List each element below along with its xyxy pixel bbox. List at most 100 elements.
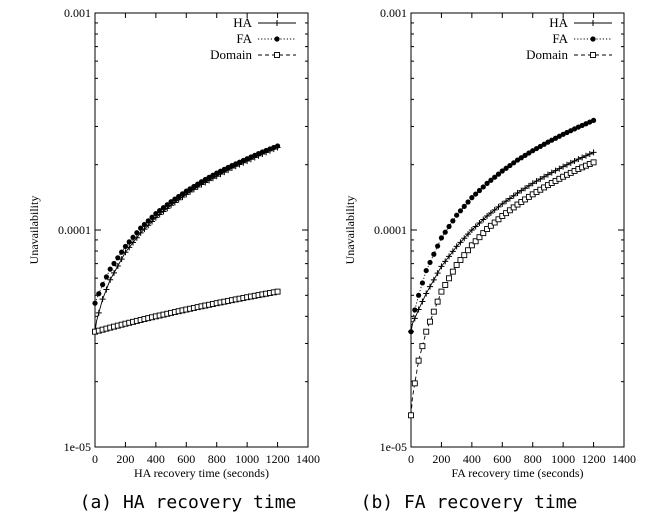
data-point (465, 199, 471, 205)
data-point (96, 291, 102, 297)
data-point (442, 282, 449, 288)
data-point (518, 187, 525, 194)
data-point (499, 200, 506, 207)
y-axis-label: Unavailability (343, 196, 357, 265)
data-point (491, 219, 498, 226)
y-tick-label: 0.001 (64, 6, 91, 20)
data-point (423, 290, 430, 297)
data-point (157, 208, 163, 214)
data-point (438, 235, 445, 241)
data-point (427, 318, 433, 325)
data-point (179, 191, 186, 197)
data-point (195, 181, 201, 187)
data-point (430, 276, 437, 283)
data-point (126, 239, 132, 245)
data-point (435, 243, 441, 249)
data-point (453, 262, 460, 268)
series-ha (92, 144, 281, 335)
data-point (431, 251, 437, 257)
data-point (590, 36, 596, 42)
data-point (408, 412, 414, 419)
legend-label: FA (236, 31, 252, 46)
data-point (499, 168, 505, 174)
data-point (206, 174, 212, 180)
x-tick-label: 600 (177, 452, 195, 466)
data-point (552, 167, 559, 174)
data-point (506, 195, 513, 202)
data-point (480, 230, 487, 237)
data-point (491, 206, 498, 213)
series-line (410, 151, 594, 332)
data-point (586, 151, 593, 158)
x-tick-label: 1400 (296, 452, 320, 466)
x-tick-label: 800 (524, 452, 542, 466)
data-point (575, 156, 582, 163)
data-point (473, 191, 479, 197)
x-tick-label: 0 (92, 452, 98, 466)
data-point (103, 274, 110, 280)
data-point (145, 218, 151, 224)
data-point (495, 171, 502, 177)
data-point (468, 242, 475, 249)
data-point (492, 174, 498, 180)
data-point (419, 298, 426, 305)
data-point (476, 220, 483, 227)
series-fa (92, 143, 281, 306)
x-tick-label: 1200 (582, 452, 606, 466)
data-point (99, 296, 106, 303)
y-tick-label: 1e-05 (380, 440, 407, 454)
data-point (274, 288, 281, 295)
data-point (164, 202, 170, 208)
data-point (449, 268, 456, 275)
data-point (423, 267, 429, 274)
data-point (529, 180, 536, 187)
data-point (122, 243, 129, 250)
x-tick-label: 1400 (612, 452, 636, 466)
y-tick-label: 1e-05 (64, 440, 91, 454)
data-point (274, 52, 280, 58)
data-point (434, 270, 441, 277)
plot-frame (94, 12, 309, 448)
data-point (461, 252, 468, 259)
data-point (541, 141, 547, 147)
data-point (480, 216, 487, 223)
data-point (484, 180, 490, 186)
data-point (111, 269, 118, 276)
data-point (408, 329, 414, 335)
data-point (210, 172, 216, 178)
data-point (115, 255, 121, 261)
data-point (176, 193, 182, 200)
x-axis-label: HA recovery time (seconds) (134, 466, 269, 480)
data-point (590, 52, 596, 58)
data-point (415, 357, 422, 364)
y-tick-label: 0.0001 (374, 223, 407, 237)
data-point (423, 328, 430, 335)
data-point (95, 309, 102, 316)
data-point (487, 209, 494, 216)
data-point (449, 248, 456, 255)
data-point (427, 259, 433, 266)
legend-label: Domain (526, 47, 568, 62)
data-point (454, 212, 460, 218)
data-point (560, 163, 567, 170)
data-point (453, 243, 460, 250)
series-domain (92, 288, 281, 335)
data-point (274, 143, 281, 149)
data-point (461, 203, 467, 210)
data-point (579, 154, 586, 161)
data-point (514, 157, 521, 163)
legend-label: Domain (210, 47, 252, 62)
data-point (537, 143, 543, 150)
data-point (419, 280, 426, 286)
data-point (590, 117, 597, 123)
data-point (107, 266, 113, 272)
data-point (484, 226, 491, 233)
data-point (556, 165, 563, 172)
x-tick-label: 400 (463, 452, 481, 466)
data-point (590, 149, 597, 156)
series-line (410, 161, 594, 416)
x-tick-label: 200 (116, 452, 134, 466)
data-point (446, 223, 452, 230)
data-point (412, 307, 418, 313)
